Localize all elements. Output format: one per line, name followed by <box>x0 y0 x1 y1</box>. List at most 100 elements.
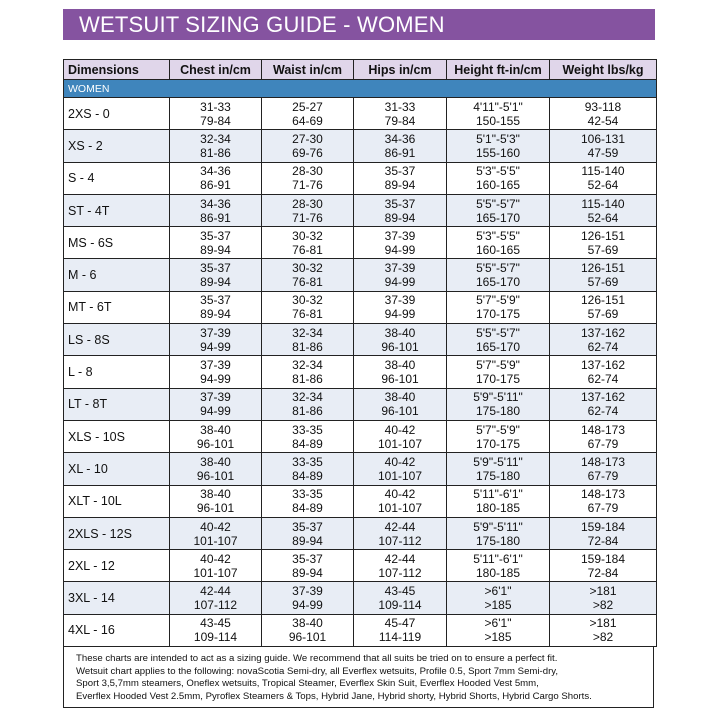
imperial-value: 5'7"-5'9" <box>476 358 520 373</box>
metric-value: 79-84 <box>384 113 416 128</box>
size-label: 2XL - 12 <box>63 549 170 583</box>
imperial-value: >181 <box>589 616 617 631</box>
height-cell: >6'1" >185 <box>446 581 550 615</box>
metric-value: 109-114 <box>378 598 422 613</box>
weight-cell: 148-173 67-79 <box>549 484 657 518</box>
weight-cell: 93-118 42-54 <box>549 96 657 131</box>
metric-value: 96-101 <box>196 436 235 451</box>
imperial-value: 37-39 <box>292 584 323 599</box>
imperial-value: 35-37 <box>292 519 323 534</box>
imperial-value: 38-40 <box>384 325 416 340</box>
metric-value: 57-69 <box>587 307 619 322</box>
weight-cell: 137-162 62-74 <box>549 323 657 357</box>
imperial-value: 37-39 <box>384 293 416 308</box>
metric-value: 71-76 <box>292 178 323 193</box>
metric-value: 89-94 <box>384 210 416 225</box>
table-row: LT - 8T 37-39 94-99 32-34 81-86 38-40 96-101 5'… <box>63 387 657 421</box>
imperial-value: 31-33 <box>384 99 416 114</box>
table-row: LS - 8S 37-39 94-99 32-34 81-86 38-40 96-101 5'… <box>63 323 657 357</box>
waist-cell: 28-30 71-76 <box>261 161 354 195</box>
waist-cell: 32-34 81-86 <box>261 387 354 421</box>
metric-value: 57-69 <box>587 275 619 290</box>
metric-value: 101-107 <box>377 436 423 451</box>
hips-cell: 42-44 107-112 <box>353 516 447 551</box>
chest-cell: 37-39 94-99 <box>169 323 262 357</box>
weight-cell: 126-151 57-69 <box>549 226 657 260</box>
metric-value: 114-119 <box>378 630 422 645</box>
imperial-value: 38-40 <box>200 487 231 502</box>
height-cell: 5'7"-5'9" 170-175 <box>446 290 550 325</box>
imperial-value: 43-45 <box>200 616 231 631</box>
imperial-value: 42-44 <box>200 584 231 599</box>
metric-value: 62-74 <box>587 339 619 354</box>
table-row: 2XL - 12 40-42 101-107 35-37 89-94 42-44 107-1… <box>63 549 657 583</box>
imperial-value: 5'5"-5'7" <box>476 261 520 276</box>
chest-cell: 37-39 94-99 <box>169 355 262 389</box>
table-row: XLS - 10S 38-40 96-101 33-35 84-89 40-42 101-1… <box>63 419 657 454</box>
hips-cell: 40-42 101-107 <box>353 484 447 518</box>
metric-value: 107-112 <box>378 565 422 580</box>
metric-value: 107-112 <box>193 598 238 613</box>
imperial-value: 30-32 <box>292 293 323 308</box>
metric-value: 76-81 <box>292 275 323 290</box>
hips-cell: 35-37 89-94 <box>353 193 447 228</box>
metric-value: 81-86 <box>292 339 323 354</box>
metric-value: 165-170 <box>475 339 521 354</box>
waist-cell: 37-39 94-99 <box>261 581 354 615</box>
size-label: M - 6 <box>63 258 170 292</box>
imperial-value: 38-40 <box>384 358 416 373</box>
imperial-value: 31-33 <box>200 99 231 114</box>
chest-cell: 32-34 81-86 <box>169 129 262 163</box>
metric-value: 57-69 <box>587 242 619 257</box>
metric-value: 170-175 <box>475 372 521 387</box>
table-row: 2XLS - 12S 40-42 101-107 35-37 89-94 42-44 107… <box>63 516 657 551</box>
imperial-value: 35-37 <box>200 261 231 276</box>
imperial-value: 148-173 <box>580 454 626 469</box>
footer-line: Everflex Hooded Vest 2.5mm, Pyroflex Ste… <box>76 691 592 703</box>
imperial-value: 35-37 <box>384 196 416 211</box>
metric-value: 96-101 <box>196 468 235 483</box>
metric-value: >82 <box>592 598 614 613</box>
header-row: Dimensions Chest in/cm Waist in/cm Hips … <box>63 59 657 80</box>
chest-cell: 42-44 107-112 <box>169 581 262 615</box>
hips-cell: 35-37 89-94 <box>353 161 447 195</box>
height-cell: 4'11"-5'1" 150-155 <box>446 96 550 131</box>
metric-value: 101-107 <box>377 501 423 516</box>
metric-value: 180-185 <box>475 565 521 580</box>
metric-value: 96-101 <box>381 372 419 387</box>
imperial-value: 40-42 <box>200 519 231 534</box>
metric-value: 107-112 <box>378 533 422 548</box>
imperial-value: 5'1"-5'3" <box>476 131 520 146</box>
imperial-value: 126-151 <box>580 228 626 243</box>
metric-value: 79-84 <box>200 113 231 128</box>
metric-value: 150-155 <box>475 113 521 128</box>
imperial-value: 5'3"-5'5" <box>476 228 520 243</box>
metric-value: 86-91 <box>200 210 231 225</box>
waist-cell: 30-32 76-81 <box>261 258 354 292</box>
imperial-value: 37-39 <box>384 228 416 243</box>
size-label: ST - 4T <box>63 193 170 228</box>
metric-value: >82 <box>592 630 614 645</box>
metric-value: 155-160 <box>475 145 521 160</box>
imperial-value: 4'11"-5'1" <box>473 99 523 114</box>
imperial-value: 38-40 <box>200 422 231 437</box>
imperial-value: 40-42 <box>200 551 231 566</box>
table-row: XLT - 10L 38-40 96-101 33-35 84-89 40-42 101-1… <box>63 484 657 518</box>
chest-cell: 40-42 101-107 <box>169 516 262 551</box>
size-label: L - 8 <box>63 355 170 389</box>
imperial-value: 35-37 <box>200 293 231 308</box>
metric-value: 52-64 <box>587 178 619 193</box>
imperial-value: 5'9"-5'11" <box>473 454 523 469</box>
metric-value: 101-107 <box>193 565 238 580</box>
weight-cell: >181 >82 <box>549 613 657 648</box>
weight-cell: 126-151 57-69 <box>549 290 657 325</box>
imperial-value: 38-40 <box>292 616 323 631</box>
imperial-value: 43-45 <box>384 584 416 599</box>
imperial-value: 137-162 <box>580 325 626 340</box>
height-cell: >6'1" >185 <box>446 613 550 648</box>
imperial-value: 28-30 <box>292 164 323 179</box>
imperial-value: 5'11"-6'1" <box>473 551 523 566</box>
chest-cell: 35-37 89-94 <box>169 258 262 292</box>
imperial-value: 38-40 <box>384 390 416 405</box>
footer-line: These charts are intended to act as a si… <box>76 653 558 664</box>
